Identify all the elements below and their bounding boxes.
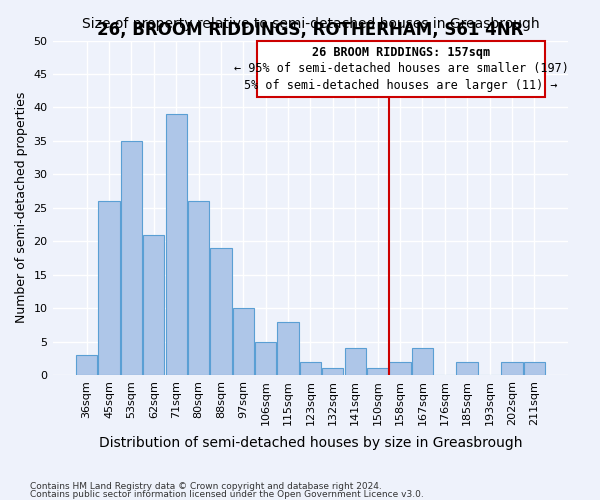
Bar (344, 348, 366, 375)
Bar (233, 308, 254, 375)
Bar (389, 362, 410, 375)
Bar (367, 368, 388, 375)
Bar (255, 342, 277, 375)
Text: 26 BROOM RIDDINGS: 157sqm: 26 BROOM RIDDINGS: 157sqm (312, 46, 490, 59)
FancyBboxPatch shape (257, 40, 545, 98)
Bar (121, 141, 142, 375)
X-axis label: Distribution of semi-detached houses by size in Greasbrough: Distribution of semi-detached houses by … (98, 436, 522, 450)
Bar (412, 348, 433, 375)
Bar (322, 368, 343, 375)
Text: Contains HM Land Registry data © Crown copyright and database right 2024.: Contains HM Land Registry data © Crown c… (30, 482, 382, 491)
Bar (524, 362, 545, 375)
Text: ← 95% of semi-detached houses are smaller (197): ← 95% of semi-detached houses are smalle… (233, 62, 569, 75)
Text: Size of property relative to semi-detached houses in Greasbrough: Size of property relative to semi-detach… (82, 16, 539, 30)
Bar (143, 234, 164, 375)
Bar (210, 248, 232, 375)
Bar (501, 362, 523, 375)
Bar (188, 201, 209, 375)
Text: 5% of semi-detached houses are larger (11) →: 5% of semi-detached houses are larger (1… (244, 78, 558, 92)
Bar (166, 114, 187, 375)
Bar (98, 201, 119, 375)
Bar (76, 355, 97, 375)
Y-axis label: Number of semi-detached properties: Number of semi-detached properties (15, 92, 28, 324)
Title: 26, BROOM RIDDINGS, ROTHERHAM, S61 4NR: 26, BROOM RIDDINGS, ROTHERHAM, S61 4NR (97, 21, 524, 39)
Text: Contains public sector information licensed under the Open Government Licence v3: Contains public sector information licen… (30, 490, 424, 499)
Bar (457, 362, 478, 375)
Bar (300, 362, 321, 375)
Bar (277, 322, 299, 375)
